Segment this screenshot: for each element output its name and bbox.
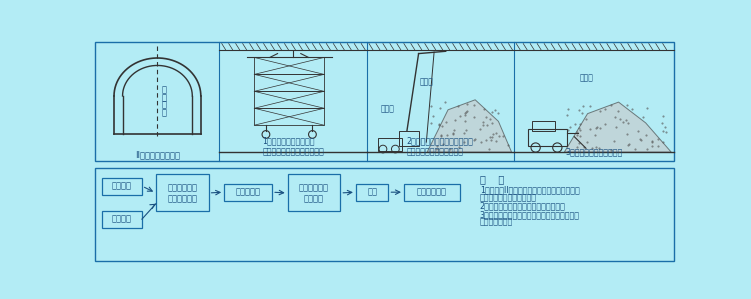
Polygon shape — [564, 102, 671, 152]
Bar — [156, 175, 209, 211]
Polygon shape — [427, 100, 511, 152]
Text: 线: 线 — [162, 108, 167, 118]
Text: 3、出码采用无轨运输方式，利用装载机装码，: 3、出码采用无轨运输方式，利用装载机装码， — [480, 210, 580, 219]
Text: 喷射机: 喷射机 — [381, 105, 394, 114]
Bar — [224, 184, 272, 201]
Bar — [532, 121, 555, 131]
Bar — [356, 184, 388, 201]
Text: 说    明: 说 明 — [480, 175, 504, 184]
Bar — [400, 131, 418, 146]
Bar — [95, 168, 674, 261]
Text: 自卸汽车运输。: 自卸汽车运输。 — [480, 218, 513, 227]
Text: II级围岩断面示意图: II级围岩断面示意图 — [135, 151, 180, 160]
Text: 起爆、通风: 起爆、通风 — [236, 188, 261, 197]
Text: 初嘴岁、复啴
上一循环: 初嘴岁、复啴 上一循环 — [299, 183, 329, 203]
Text: 1、本图为II级围岩地质较好地段采用全断面开: 1、本图为II级围岩地质较好地段采用全断面开 — [480, 185, 580, 194]
Text: 进入下一循环: 进入下一循环 — [417, 188, 447, 197]
Bar — [528, 129, 566, 146]
Text: 机械手: 机械手 — [419, 77, 433, 87]
Text: 装载机: 装载机 — [580, 74, 594, 83]
Bar — [404, 184, 460, 201]
Bar — [255, 108, 324, 125]
Bar — [288, 175, 340, 211]
Text: 挮与噴游支护施工示意图。: 挮与噴游支护施工示意图。 — [480, 193, 537, 202]
Bar — [255, 74, 324, 91]
Text: 2、装药、爆破、通风、初嘴岁
复噴上一循环至设计厚度；: 2、装药、爆破、通风、初嘴岁 复噴上一循环至设计厚度； — [407, 137, 474, 157]
Text: 隧: 隧 — [162, 85, 167, 94]
Bar — [101, 211, 142, 228]
Text: 3、出码，进入下一循环。: 3、出码，进入下一循环。 — [565, 148, 623, 157]
Text: 钒孔、安装锁
杆、局部挂网: 钒孔、安装锁 杆、局部挂网 — [167, 183, 198, 203]
Text: 测量放线: 测量放线 — [112, 181, 131, 190]
Bar — [101, 178, 142, 195]
Text: 道: 道 — [162, 93, 167, 102]
Text: 中: 中 — [162, 101, 167, 110]
Text: 2、正利用多功能台枰配合人工进行钒孔: 2、正利用多功能台枰配合人工进行钒孔 — [480, 202, 566, 210]
Text: 1、测量放线、钒锅杆及
炮眼、安装锁杆、局部挂网；: 1、测量放线、钒锅杆及 炮眼、安装锁杆、局部挂网； — [262, 137, 324, 157]
Bar — [95, 42, 674, 161]
Text: 出码: 出码 — [367, 188, 377, 197]
Bar — [255, 57, 324, 74]
Bar — [379, 138, 402, 151]
Bar — [255, 91, 324, 108]
Text: 台枰定位: 台枰定位 — [112, 215, 131, 224]
